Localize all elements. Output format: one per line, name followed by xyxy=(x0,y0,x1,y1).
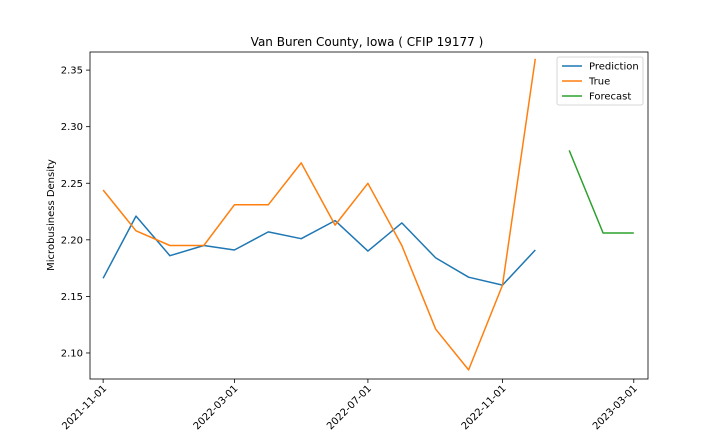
y-tick-label: 2.35 xyxy=(61,66,83,77)
x-tick-label: 2022-07-01 xyxy=(325,383,374,432)
y-tick-label: 2.15 xyxy=(61,292,83,303)
y-tick-label: 2.30 xyxy=(61,122,83,133)
series-line-true xyxy=(102,58,537,371)
series-line-forecast xyxy=(568,150,634,234)
legend-box xyxy=(556,56,644,106)
y-axis-label: Microbusiness Density xyxy=(46,159,57,271)
y-tick-label: 2.10 xyxy=(61,348,83,359)
chart-title: Van Buren County, Iowa ( CFIP 19177 ) xyxy=(251,35,484,49)
y-tick-label: 2.20 xyxy=(61,235,83,246)
x-tick-label: 2021-11-01 xyxy=(60,383,109,432)
plot-frame xyxy=(89,51,649,380)
y-axis: 2.10 2.15 2.20 2.25 2.30 2.35 xyxy=(61,66,90,359)
legend: Prediction True Forecast xyxy=(556,56,644,106)
legend-label-prediction: Prediction xyxy=(589,62,639,73)
x-axis: 2021-11-01 2022-03-01 2022-07-01 2022-11-01… xyxy=(60,379,640,432)
plot-area xyxy=(89,51,649,380)
x-tick-label: 2022-11-01 xyxy=(460,383,509,432)
x-tick-label: 2022-03-01 xyxy=(192,383,241,432)
legend-label-true: True xyxy=(588,77,610,88)
x-tick-label: 2023-03-01 xyxy=(591,383,640,432)
series-line-prediction xyxy=(102,215,536,286)
legend-label-forecast: Forecast xyxy=(589,92,631,103)
y-tick-label: 2.25 xyxy=(61,179,83,190)
